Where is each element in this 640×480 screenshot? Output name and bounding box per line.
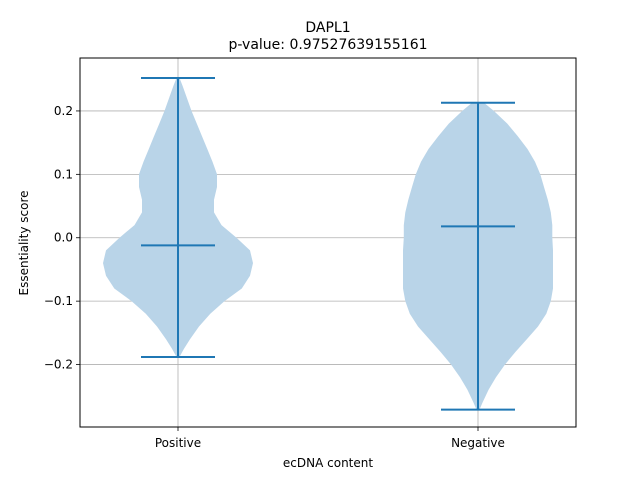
y-tick-label: −0.2 [44, 358, 73, 372]
y-tick-label: 0.1 [54, 167, 73, 181]
y-axis-ticks: −0.2 −0.1 0.0 0.1 0.2 [44, 104, 80, 372]
chart-title: DAPL1 [305, 20, 350, 36]
violin-stat-lines [141, 76, 515, 411]
chart-subtitle: p-value: 0.97527639155161 [228, 37, 427, 53]
plot-frame [79, 57, 577, 428]
y-axis-label: Essentiality score [17, 191, 31, 296]
x-tick-label: Positive [155, 436, 201, 450]
y-tick-label: 0.0 [54, 231, 73, 245]
y-tick-label: −0.1 [44, 294, 73, 308]
x-axis-ticks: Positive Negative [155, 427, 505, 450]
violin-bodies [103, 78, 553, 410]
y-tick-label: 0.2 [54, 104, 73, 118]
x-axis-label: ecDNA content [283, 456, 373, 470]
x-tick-label: Negative [451, 436, 505, 450]
